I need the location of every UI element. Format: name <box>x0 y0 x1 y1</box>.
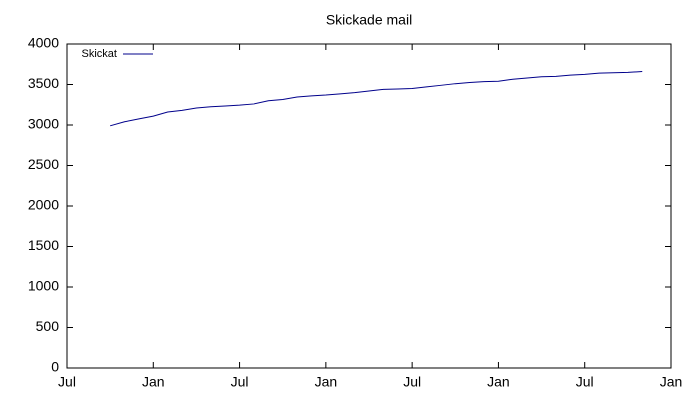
y-tick-label: 1000 <box>28 278 59 294</box>
series-line <box>110 71 643 127</box>
x-tick-label: Jan <box>142 374 165 390</box>
x-tick-label: Jul <box>58 374 76 390</box>
x-tick-label: Jul <box>403 374 421 390</box>
x-tick-label: Jan <box>315 374 338 390</box>
y-tick-label: 1500 <box>28 237 59 253</box>
y-tick-label: 500 <box>36 318 60 334</box>
x-tick-label: Jul <box>231 374 249 390</box>
y-tick-label: 2000 <box>28 197 59 213</box>
y-tick-label: 4000 <box>28 35 59 51</box>
legend-label: Skickat <box>82 48 117 60</box>
y-tick-label: 2500 <box>28 156 59 172</box>
x-tick-label: Jul <box>576 374 594 390</box>
x-tick-label: Jan <box>660 374 683 390</box>
y-tick-label: 3500 <box>28 75 59 91</box>
x-tick-label: Jan <box>487 374 510 390</box>
y-tick-label: 0 <box>51 359 59 375</box>
chart-title: Skickade mail <box>326 12 412 28</box>
plot-frame <box>66 43 672 369</box>
y-tick-label: 3000 <box>28 116 59 132</box>
